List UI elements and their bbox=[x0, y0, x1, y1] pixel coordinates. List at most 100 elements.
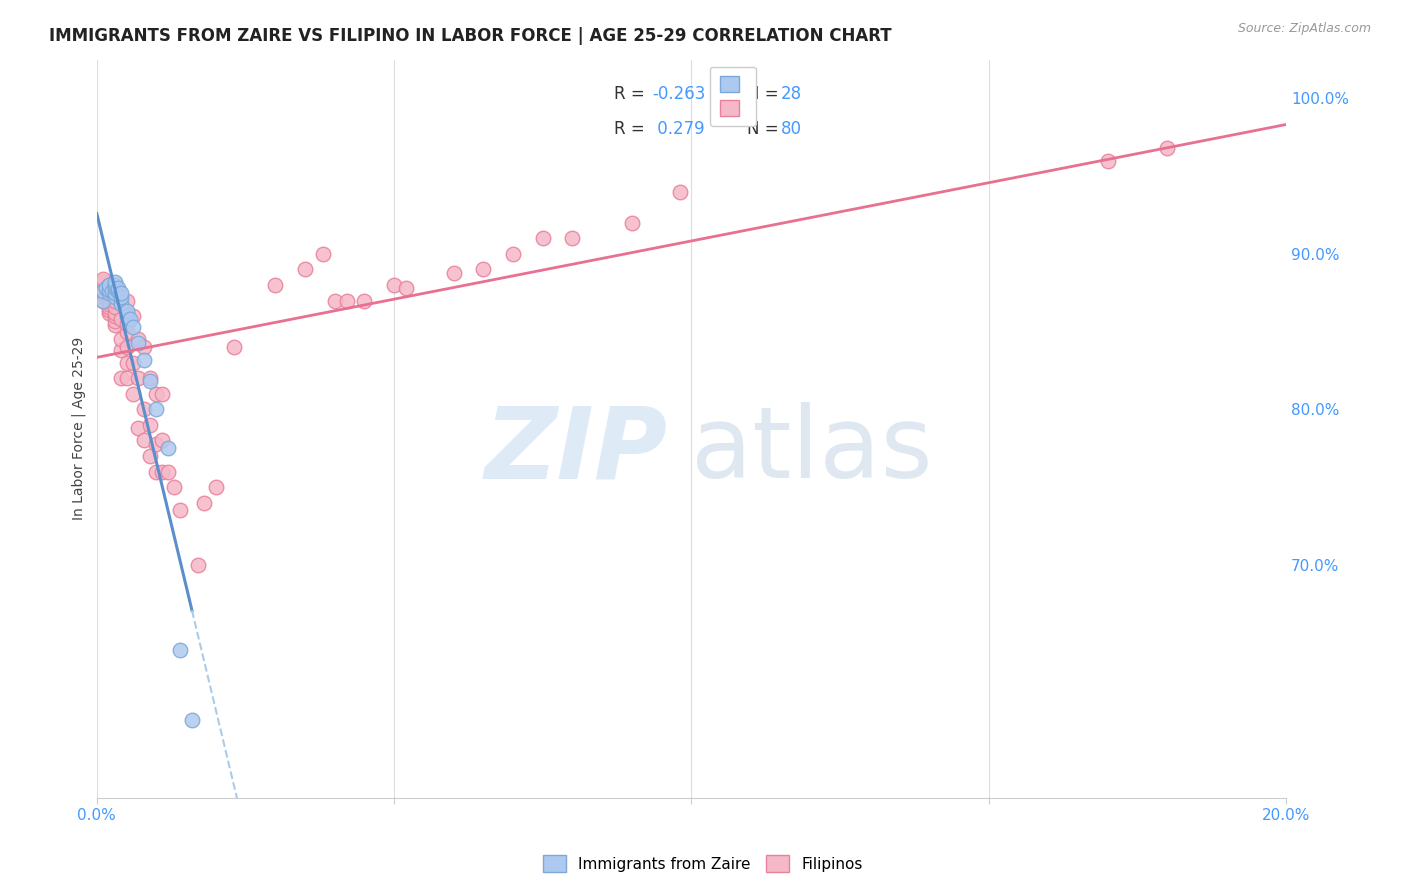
Point bbox=[145, 465, 167, 479]
Point bbox=[139, 375, 162, 389]
Point bbox=[134, 352, 156, 367]
Point bbox=[104, 278, 127, 293]
Point bbox=[294, 262, 316, 277]
Point bbox=[104, 318, 127, 333]
Text: ZIP: ZIP bbox=[485, 402, 668, 500]
Point bbox=[121, 320, 143, 334]
Point bbox=[97, 283, 120, 297]
Point bbox=[668, 185, 690, 199]
Legend: , : , bbox=[710, 67, 756, 126]
Point bbox=[104, 290, 127, 304]
Point bbox=[150, 387, 173, 401]
Point bbox=[97, 290, 120, 304]
Point bbox=[204, 480, 226, 494]
Point bbox=[115, 325, 138, 339]
Point bbox=[104, 285, 127, 300]
Point bbox=[91, 278, 114, 293]
Text: 80: 80 bbox=[780, 120, 801, 138]
Point bbox=[91, 281, 114, 295]
Text: IMMIGRANTS FROM ZAIRE VS FILIPINO IN LABOR FORCE | AGE 25-29 CORRELATION CHART: IMMIGRANTS FROM ZAIRE VS FILIPINO IN LAB… bbox=[49, 27, 891, 45]
Point bbox=[97, 281, 120, 295]
Point bbox=[115, 309, 138, 323]
Point bbox=[150, 434, 173, 448]
Point bbox=[395, 281, 418, 295]
Point bbox=[127, 335, 149, 350]
Point bbox=[91, 272, 114, 286]
Point bbox=[157, 465, 180, 479]
Point bbox=[110, 371, 132, 385]
Point bbox=[104, 281, 127, 295]
Text: Source: ZipAtlas.com: Source: ZipAtlas.com bbox=[1237, 22, 1371, 36]
Point bbox=[382, 278, 405, 293]
Point bbox=[94, 281, 117, 295]
Point bbox=[163, 480, 186, 494]
Point bbox=[97, 300, 120, 314]
Point bbox=[157, 442, 180, 456]
Point bbox=[443, 266, 465, 280]
Point bbox=[169, 643, 191, 657]
Point bbox=[110, 293, 132, 308]
Point bbox=[91, 293, 114, 308]
Point bbox=[181, 714, 204, 728]
Point bbox=[110, 285, 132, 300]
Point bbox=[110, 343, 132, 358]
Point bbox=[97, 306, 120, 320]
Point bbox=[110, 333, 132, 347]
Point bbox=[127, 371, 149, 385]
Point bbox=[104, 314, 127, 328]
Point bbox=[1097, 153, 1119, 168]
Text: 28: 28 bbox=[780, 86, 801, 103]
Text: R =: R = bbox=[614, 120, 650, 138]
Point bbox=[110, 296, 132, 310]
Legend: Immigrants from Zaire, Filipinos: Immigrants from Zaire, Filipinos bbox=[536, 847, 870, 880]
Point bbox=[97, 296, 120, 310]
Point bbox=[134, 402, 156, 417]
Point bbox=[139, 417, 162, 432]
Point bbox=[104, 278, 127, 293]
Point bbox=[104, 283, 127, 297]
Point bbox=[115, 317, 138, 331]
Point bbox=[561, 231, 583, 245]
Point bbox=[139, 371, 162, 385]
Point bbox=[139, 449, 162, 463]
Point bbox=[115, 371, 138, 385]
Point bbox=[353, 293, 375, 308]
Point bbox=[100, 285, 122, 299]
Point bbox=[502, 247, 524, 261]
Point bbox=[121, 309, 143, 323]
Point bbox=[104, 309, 127, 323]
Point bbox=[1156, 141, 1178, 155]
Point bbox=[145, 402, 167, 417]
Point bbox=[134, 434, 156, 448]
Text: 0.279: 0.279 bbox=[652, 120, 704, 138]
Point bbox=[264, 278, 287, 293]
Point bbox=[115, 293, 138, 308]
Point bbox=[97, 278, 120, 293]
Point bbox=[121, 387, 143, 401]
Point bbox=[91, 287, 114, 301]
Point bbox=[91, 285, 114, 299]
Point bbox=[145, 387, 167, 401]
Point bbox=[104, 293, 127, 308]
Point bbox=[97, 293, 120, 308]
Point bbox=[145, 436, 167, 450]
Point bbox=[115, 356, 138, 370]
Y-axis label: In Labor Force | Age 25-29: In Labor Force | Age 25-29 bbox=[72, 337, 86, 520]
Point bbox=[97, 287, 120, 301]
Point bbox=[91, 275, 114, 289]
Point bbox=[91, 293, 114, 308]
Point bbox=[110, 290, 132, 304]
Point bbox=[91, 285, 114, 299]
Point bbox=[127, 333, 149, 347]
Point bbox=[620, 216, 643, 230]
Text: N =: N = bbox=[748, 120, 785, 138]
Point bbox=[121, 356, 143, 370]
Point bbox=[115, 340, 138, 354]
Point bbox=[97, 285, 120, 299]
Point bbox=[104, 275, 127, 289]
Text: N =: N = bbox=[748, 86, 785, 103]
Point bbox=[323, 293, 346, 308]
Point bbox=[531, 231, 554, 245]
Point bbox=[134, 340, 156, 354]
Point bbox=[107, 285, 129, 299]
